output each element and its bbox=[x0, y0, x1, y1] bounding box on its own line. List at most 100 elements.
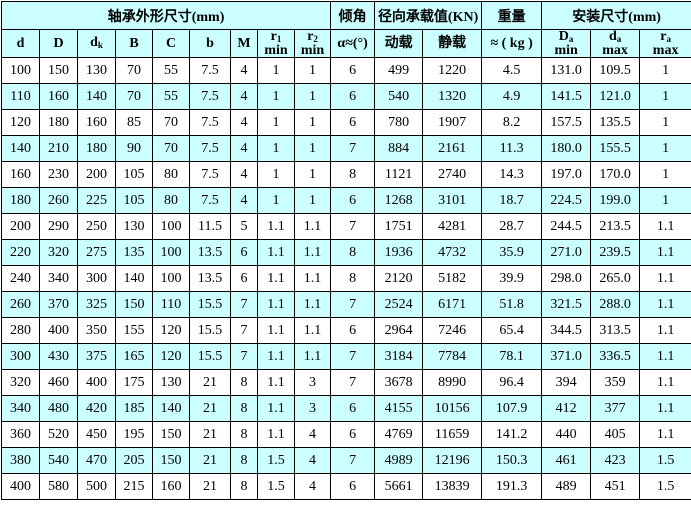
table-cell: 11.3 bbox=[482, 136, 542, 162]
table-cell: 8 bbox=[331, 266, 375, 292]
table-cell: 325 bbox=[78, 292, 116, 318]
table-cell: 105 bbox=[116, 162, 153, 188]
table-cell: 1.1 bbox=[640, 422, 691, 448]
table-cell: 6171 bbox=[423, 292, 482, 318]
table-cell: 400 bbox=[78, 370, 116, 396]
table-cell: 120 bbox=[153, 344, 190, 370]
table-cell: 21 bbox=[190, 370, 231, 396]
table-cell: 197.0 bbox=[542, 162, 591, 188]
table-cell: 6 bbox=[331, 422, 375, 448]
table-cell: 2964 bbox=[375, 318, 423, 344]
table-cell: 195 bbox=[116, 422, 153, 448]
table-cell: 230 bbox=[40, 162, 78, 188]
table-cell: 157.5 bbox=[542, 110, 591, 136]
table-cell: 96.4 bbox=[482, 370, 542, 396]
table-cell: 150 bbox=[40, 58, 78, 84]
table-cell: 4 bbox=[231, 110, 258, 136]
table-cell: 1121 bbox=[375, 162, 423, 188]
table-cell: 6 bbox=[331, 474, 375, 500]
table-cell: 28.7 bbox=[482, 214, 542, 240]
table-cell: 7 bbox=[331, 136, 375, 162]
table-cell: 1.1 bbox=[258, 370, 295, 396]
table-cell: 7.5 bbox=[190, 188, 231, 214]
table-cell: 3 bbox=[295, 396, 331, 422]
table-cell: 298.0 bbox=[542, 266, 591, 292]
table-cell: 1.1 bbox=[258, 396, 295, 422]
table-cell: 344.5 bbox=[542, 318, 591, 344]
table-cell: 1.1 bbox=[258, 318, 295, 344]
table-cell: 14.3 bbox=[482, 162, 542, 188]
column-qualifier: max bbox=[640, 45, 691, 57]
table-cell: 1.1 bbox=[295, 344, 331, 370]
table-cell: 440 bbox=[542, 422, 591, 448]
column-qualifier: min bbox=[258, 45, 294, 57]
table-cell: 51.8 bbox=[482, 292, 542, 318]
table-cell: 3101 bbox=[423, 188, 482, 214]
table-cell: 370 bbox=[40, 292, 78, 318]
table-cell: 4 bbox=[231, 58, 258, 84]
table-cell: 3678 bbox=[375, 370, 423, 396]
table-cell: 8 bbox=[331, 240, 375, 266]
table-cell: 8 bbox=[331, 162, 375, 188]
table-cell: 1 bbox=[258, 58, 295, 84]
table-cell: 1 bbox=[258, 110, 295, 136]
table-cell: 420 bbox=[78, 396, 116, 422]
table-cell: 275 bbox=[78, 240, 116, 266]
table-cell: 1.1 bbox=[295, 266, 331, 292]
table-cell: 10156 bbox=[423, 396, 482, 422]
table-cell: 470 bbox=[78, 448, 116, 474]
table-cell: 394 bbox=[542, 370, 591, 396]
table-cell: 6 bbox=[331, 84, 375, 110]
table-cell: 135.5 bbox=[591, 110, 640, 136]
table-cell: 7 bbox=[331, 214, 375, 240]
table-cell: 280 bbox=[2, 318, 40, 344]
table-cell: 8 bbox=[231, 370, 258, 396]
column-symbol: ≈ ( kg ) bbox=[490, 36, 532, 51]
table-cell: 12196 bbox=[423, 448, 482, 474]
table-cell: 65.4 bbox=[482, 318, 542, 344]
table-cell: 265.0 bbox=[591, 266, 640, 292]
table-cell: 6 bbox=[231, 266, 258, 292]
table-cell: 5182 bbox=[423, 266, 482, 292]
table-cell: 1.1 bbox=[640, 214, 691, 240]
table-cell: 1 bbox=[258, 84, 295, 110]
table-cell: 18.7 bbox=[482, 188, 542, 214]
table-cell: 70 bbox=[153, 110, 190, 136]
table-cell: 1 bbox=[295, 162, 331, 188]
table-cell: 1.5 bbox=[640, 474, 691, 500]
table-cell: 239.5 bbox=[591, 240, 640, 266]
table-cell: 1 bbox=[640, 136, 691, 162]
table-cell: 520 bbox=[40, 422, 78, 448]
table-cell: 540 bbox=[40, 448, 78, 474]
table-cell: 1936 bbox=[375, 240, 423, 266]
table-cell: 489 bbox=[542, 474, 591, 500]
table-cell: 4 bbox=[295, 474, 331, 500]
table-cell: 400 bbox=[40, 318, 78, 344]
table-cell: 210 bbox=[40, 136, 78, 162]
table-cell: 1.1 bbox=[295, 214, 331, 240]
column-header: 动载 bbox=[375, 30, 423, 58]
table-cell: 180 bbox=[40, 110, 78, 136]
table-cell: 90 bbox=[116, 136, 153, 162]
table-cell: 1 bbox=[258, 188, 295, 214]
table-cell: 7246 bbox=[423, 318, 482, 344]
table-cell: 260 bbox=[40, 188, 78, 214]
table-cell: 80 bbox=[153, 188, 190, 214]
table-cell: 240 bbox=[2, 266, 40, 292]
table-cell: 430 bbox=[40, 344, 78, 370]
table-cell: 2740 bbox=[423, 162, 482, 188]
column-qualifier: min bbox=[295, 45, 330, 57]
table-cell: 6 bbox=[331, 58, 375, 84]
table-cell: 70 bbox=[116, 84, 153, 110]
table-cell: 215 bbox=[116, 474, 153, 500]
table-cell: 155.5 bbox=[591, 136, 640, 162]
table-cell: 4 bbox=[231, 162, 258, 188]
table-cell: 6 bbox=[331, 188, 375, 214]
table-cell: 7 bbox=[331, 448, 375, 474]
